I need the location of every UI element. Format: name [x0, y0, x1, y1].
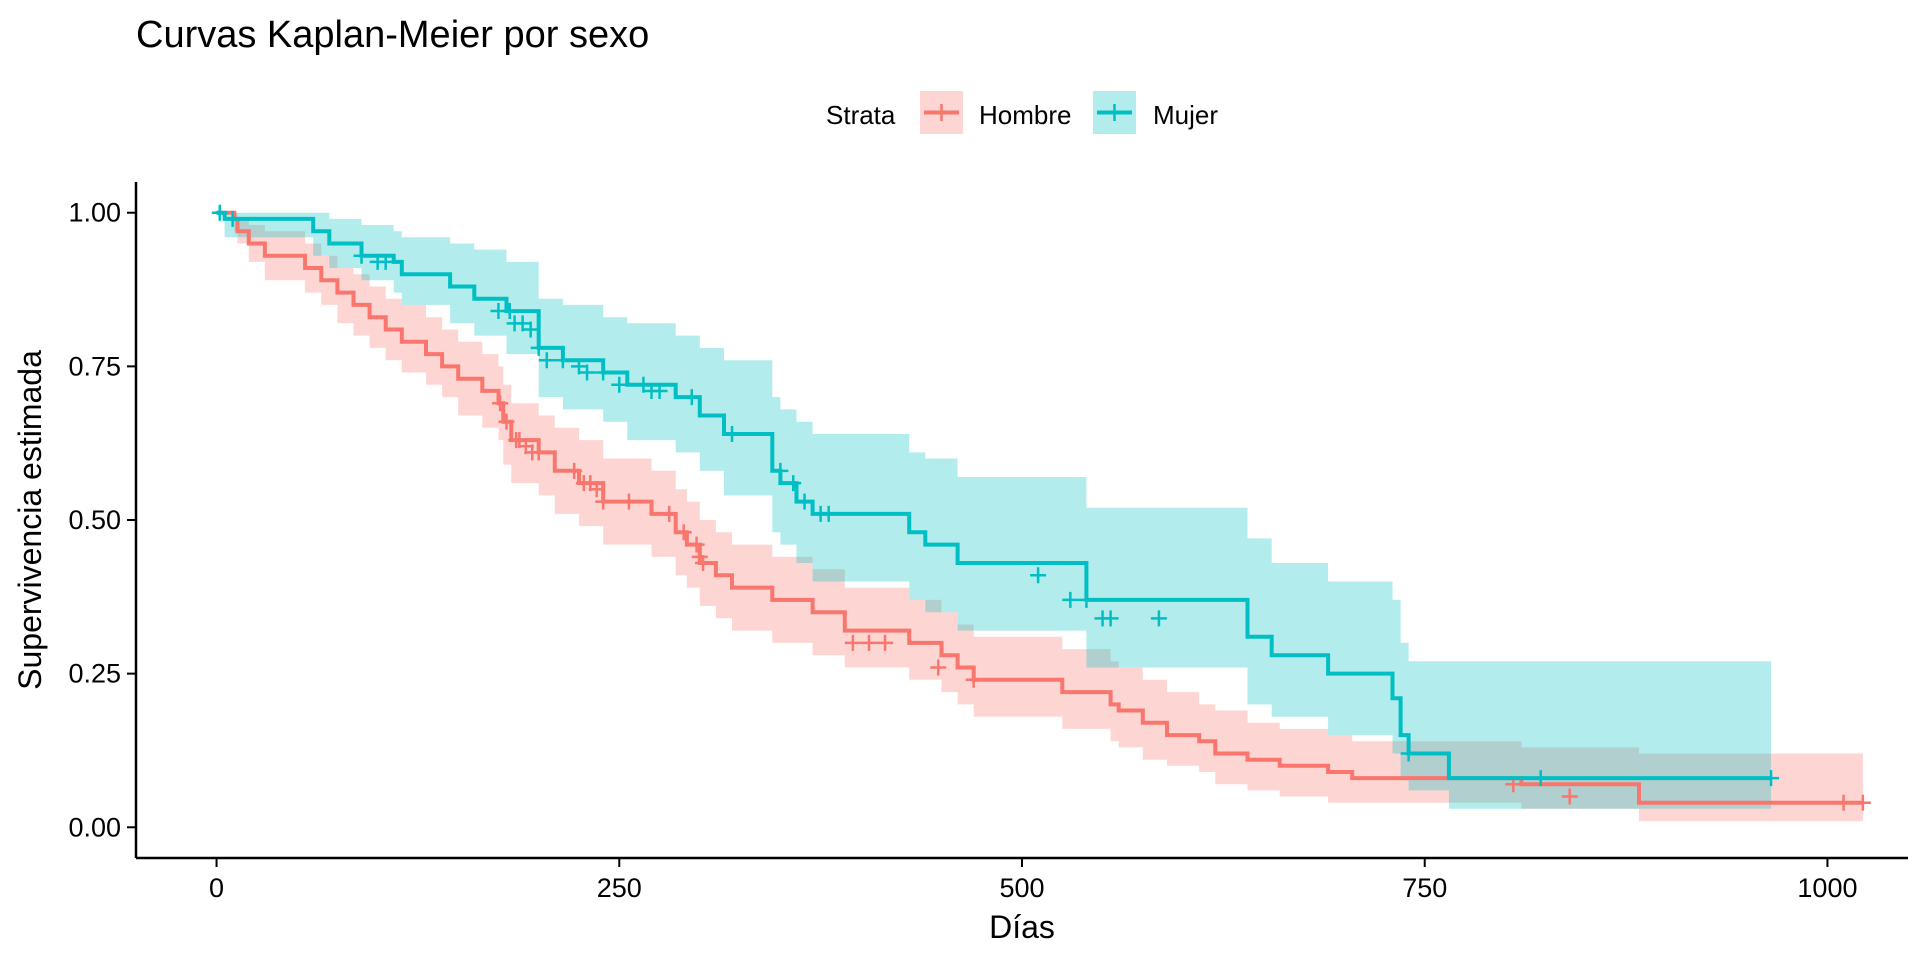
censor-mark	[620, 493, 637, 510]
censor-mark	[377, 253, 394, 270]
legend-key-mujer	[1093, 91, 1136, 134]
x-tick-label: 0	[209, 873, 224, 903]
censor-mark	[1150, 610, 1167, 627]
x-tick-label: 250	[597, 873, 642, 903]
censor-mark	[211, 204, 228, 221]
censor-marks-hombre	[492, 395, 1871, 811]
censor-mark	[538, 352, 555, 369]
censor-mark	[579, 364, 596, 381]
censor-mark	[554, 352, 571, 369]
y-tick-label: 0.50	[68, 505, 121, 535]
censor-mark	[1400, 745, 1417, 762]
censor-mark	[796, 493, 813, 510]
censor-mark	[724, 425, 741, 442]
censor-mark	[1030, 567, 1047, 584]
y-axis-title: Supervivencia estimada	[12, 350, 48, 690]
ci-band-hombre	[216, 212, 1863, 822]
x-tick-label: 750	[1402, 873, 1447, 903]
censor-mark	[651, 382, 668, 399]
censor-mark	[566, 462, 583, 479]
y-tick-label: 1.00	[68, 198, 121, 228]
y-tick-label: 0.25	[68, 659, 121, 689]
censor-mark	[595, 364, 612, 381]
censor-mark	[571, 358, 587, 375]
censor-mark	[688, 536, 705, 553]
censor-mark	[1078, 591, 1095, 608]
x-tick-label: 500	[999, 873, 1044, 903]
censor-mark	[695, 555, 712, 572]
legend: Strata Hombre Mujer	[826, 91, 1218, 134]
censor-mark	[820, 505, 837, 522]
censor-mark	[1062, 591, 1079, 608]
x-axis-title: Días	[989, 909, 1055, 945]
censor-mark	[1763, 770, 1780, 787]
censor-mark	[588, 481, 605, 498]
censor-mark	[530, 444, 547, 461]
censor-mark	[492, 395, 509, 412]
censor-mark	[1532, 770, 1549, 787]
x-tick-label: 1000	[1797, 873, 1857, 903]
censor-mark	[930, 659, 947, 676]
survival-line-mujer	[216, 210, 1772, 781]
censor-mark	[683, 389, 700, 406]
censor-mark	[530, 339, 547, 356]
legend-title: Strata	[826, 100, 896, 130]
y-tick-label: 0.00	[68, 812, 121, 842]
y-axis-ticks: 0.00 0.25 0.50 0.75 1.00	[68, 198, 136, 842]
legend-label-mujer: Mujer	[1153, 100, 1218, 130]
censor-mark	[1102, 610, 1119, 627]
censor-mark	[522, 321, 539, 338]
censor-mark	[224, 210, 241, 227]
plot-area	[211, 204, 1871, 822]
censor-mark	[675, 524, 692, 541]
censor-mark	[635, 376, 652, 393]
censor-mark	[498, 413, 515, 430]
censor-mark	[501, 303, 518, 320]
censor-mark	[844, 634, 861, 651]
legend-label-hombre: Hombre	[979, 100, 1071, 130]
censor-mark	[860, 634, 877, 651]
censor-mark	[877, 634, 894, 651]
censor-mark	[661, 505, 678, 522]
censor-mark	[514, 315, 531, 332]
censor-mark	[353, 247, 370, 264]
censor-mark	[1561, 788, 1578, 805]
ci-band-mujer	[216, 212, 1772, 809]
censor-mark	[595, 493, 612, 510]
censor-mark	[611, 376, 628, 393]
censor-mark	[772, 462, 789, 479]
censor-mark	[785, 475, 802, 492]
censor-mark	[1835, 794, 1852, 811]
censor-mark	[1854, 794, 1871, 811]
censor-mark	[965, 671, 982, 688]
legend-key-hombre	[920, 91, 963, 134]
chart-title: Curvas Kaplan-Meier por sexo	[136, 14, 649, 56]
x-axis-ticks: 0 250 500 750 1000	[209, 858, 1857, 903]
y-tick-label: 0.75	[68, 351, 121, 381]
censor-marks-mujer	[211, 204, 1780, 787]
